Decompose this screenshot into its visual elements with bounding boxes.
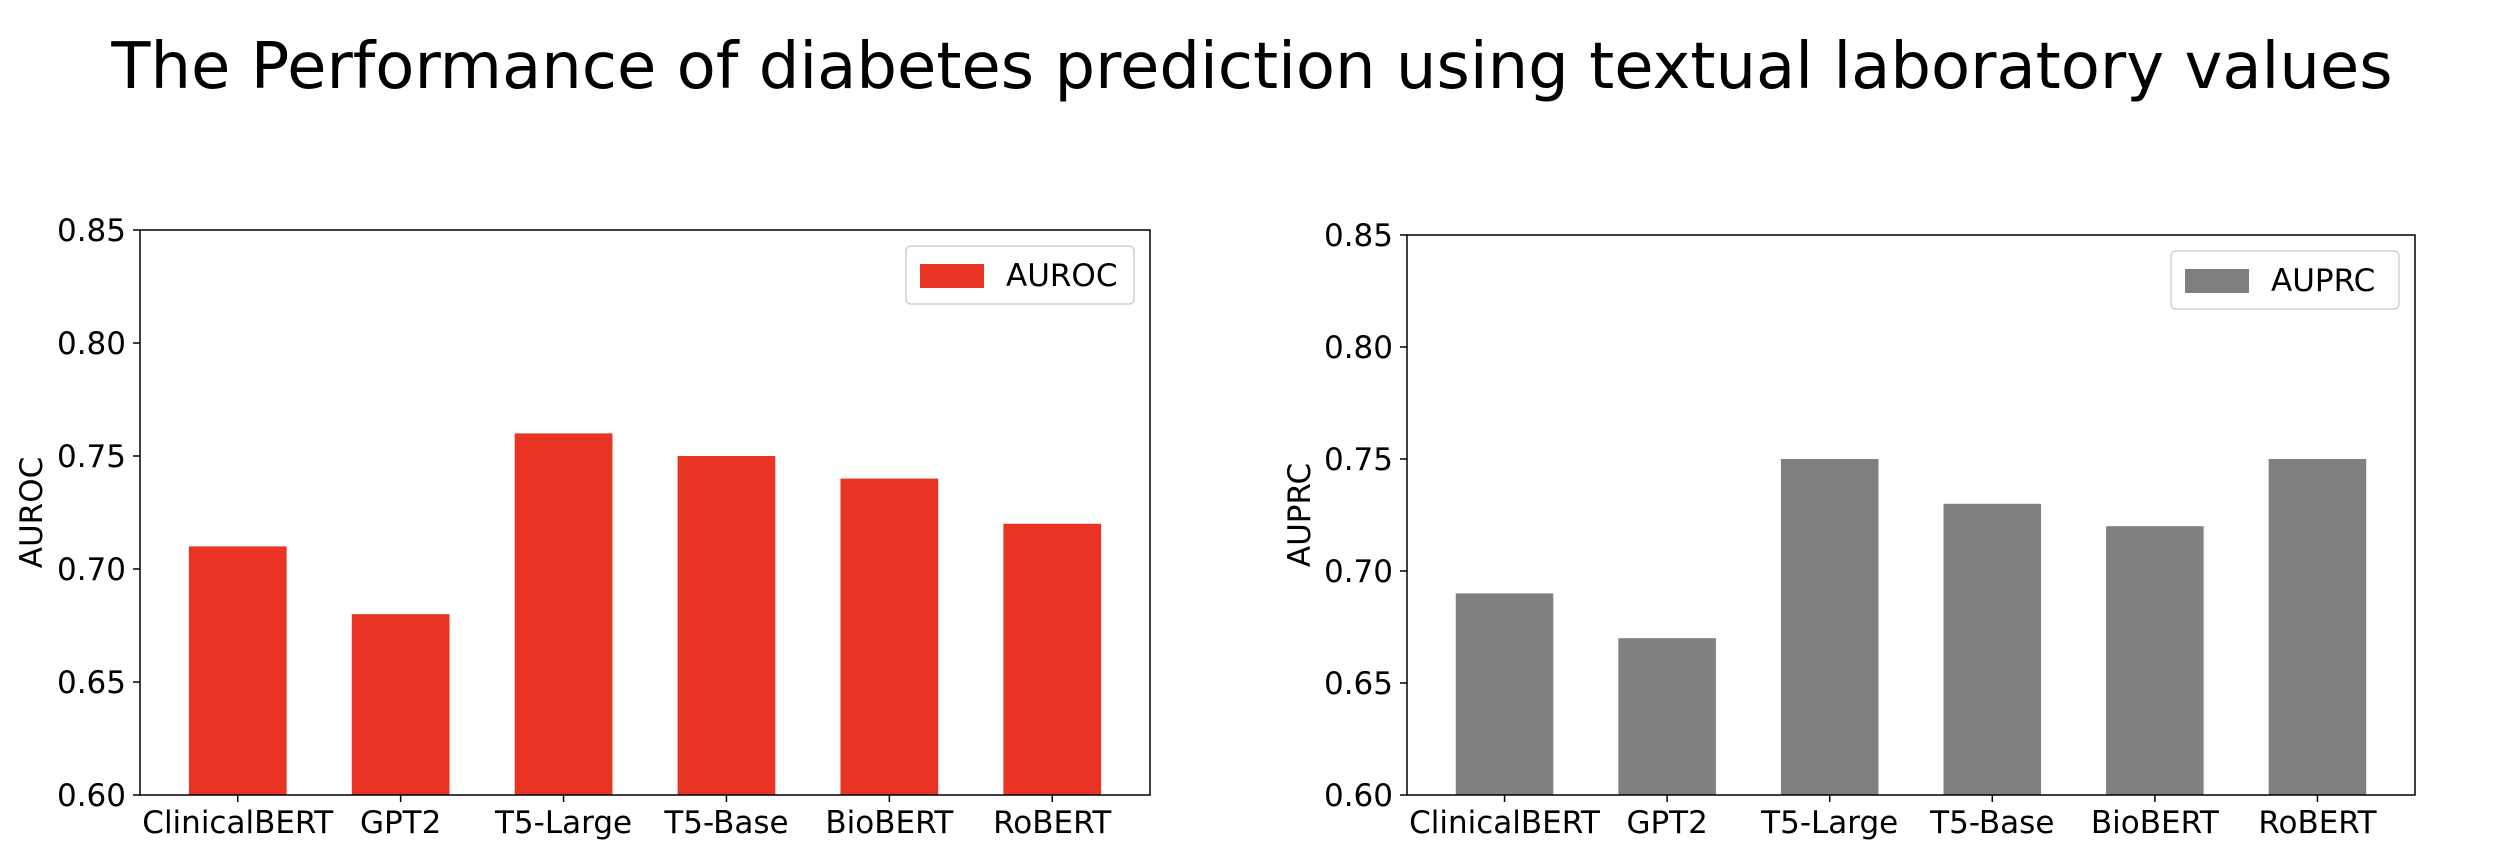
bar-t5-base [1943,503,2042,795]
x-tick-label: T5-Large [1760,805,1898,841]
plot-frame [139,229,1151,796]
y-tick-label: 0.75 [1324,442,1393,478]
y-tick-label: 0.70 [57,552,126,588]
bar-clinicalbert [188,546,287,795]
x-tick-label: RoBERT [2258,805,2377,841]
figure-title: The Performance of diabetes prediction u… [111,30,2393,104]
bar-gpt2 [1618,638,1716,795]
x-tick-label: RoBERT [993,805,1112,841]
bar-robert [2268,459,2367,795]
bar-robert [1003,523,1102,795]
x-tick-label: GPT2 [1626,805,1707,841]
chart-2: ClinicalBERT GPT2 T5-Large T5-Base BioBERT Ro… [1282,218,2416,841]
plot-frame [1406,234,2416,796]
y-tick-label: 0.85 [1324,218,1393,254]
bar-gpt2 [351,614,450,795]
legend-swatch [2185,269,2249,293]
x-tick-label: BioBERT [825,805,954,841]
x-tick-label: ClinicalBERT [142,805,334,841]
y-tick-label: 0.85 [57,213,126,249]
bar-t5-large [1780,459,1879,795]
legend-swatch [920,264,984,288]
chart-1: ClinicalBERT GPT2 T5-Large T5-Base BioBERT Ro… [14,213,1151,841]
x-tick-label: ClinicalBERT [1409,805,1601,841]
y-tick-label: 0.80 [1324,330,1393,366]
y-tick-label: 0.60 [1324,778,1393,814]
legend-box [2170,250,2400,310]
bar-biobert [840,478,939,795]
legend: AUROC [905,245,1135,305]
x-tick-label: GPT2 [360,805,441,841]
bar-biobert [2106,526,2204,795]
x-tick-label: T5-Base [663,805,788,841]
y-tick-label: 0.80 [57,326,126,362]
y-tick-label: 0.60 [57,778,126,814]
y-axis-label: AUPRC [1282,463,1318,567]
legend-label: AUROC [1006,258,1117,294]
legend-box [905,245,1135,305]
legend: AUPRC [2170,250,2400,310]
y-axis-label: AUROC [14,457,50,568]
y-tick-label: 0.75 [57,439,126,475]
y-tick-label: 0.65 [57,665,126,701]
bar-clinicalbert [1455,593,1554,795]
legend-label: AUPRC [2271,263,2375,299]
y-tick-label: 0.65 [1324,666,1393,702]
y-tick-label: 0.70 [1324,554,1393,590]
x-tick-label: T5-Base [1929,805,2054,841]
x-tick-label: T5-Large [494,805,632,841]
bar-t5-base [677,456,776,795]
bar-t5-large [514,433,613,795]
x-tick-label: BioBERT [2091,805,2220,841]
